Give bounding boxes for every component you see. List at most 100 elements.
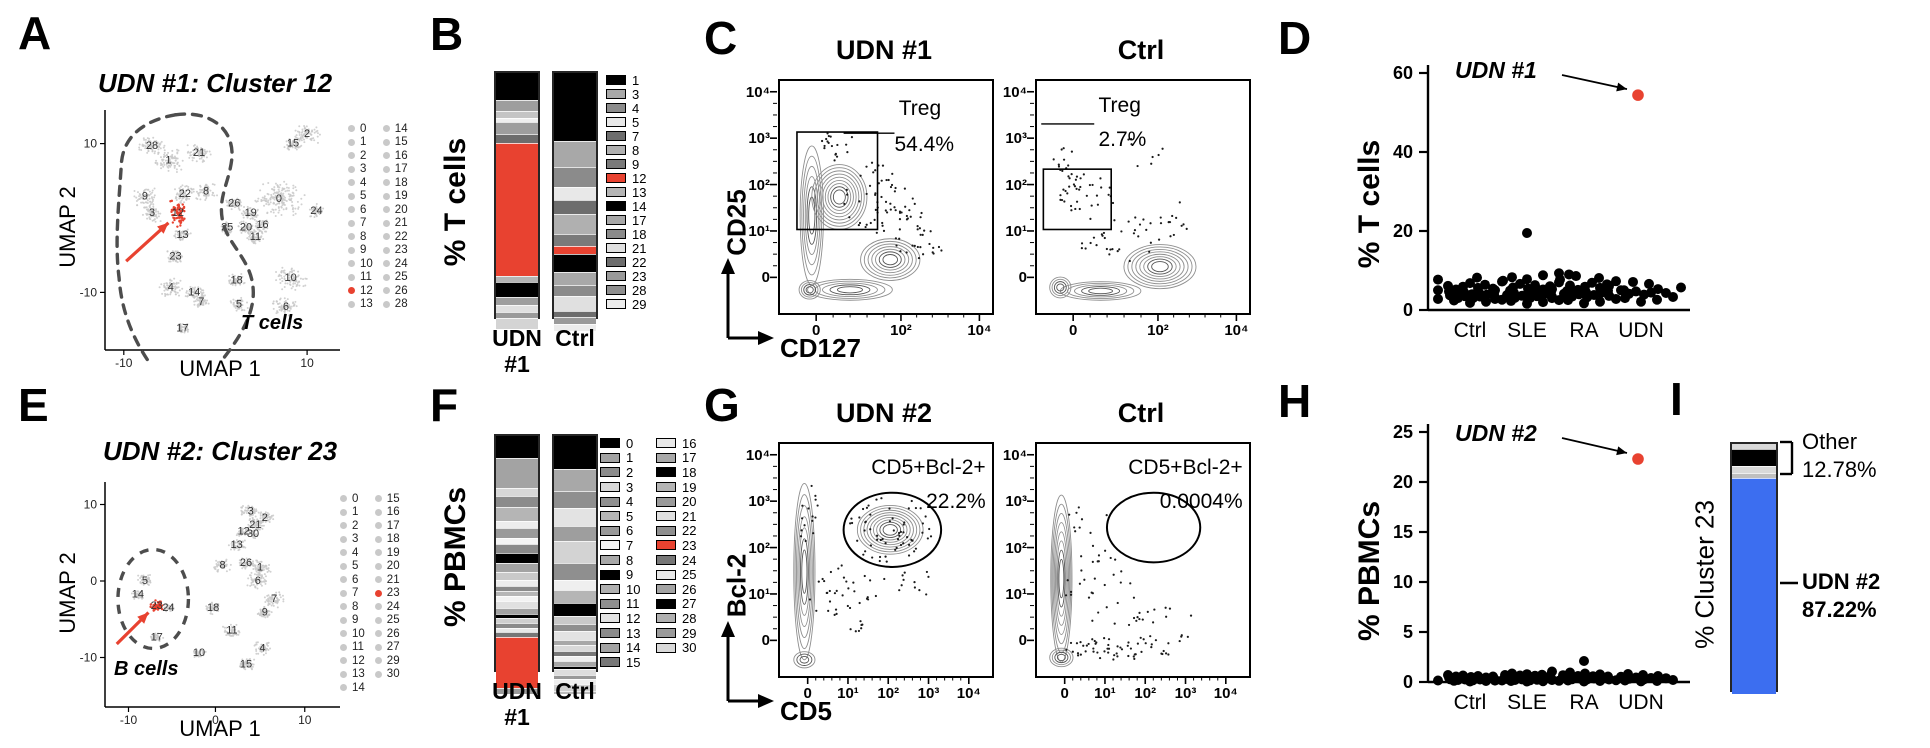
cluster-dot [252, 511, 255, 514]
contour-ring [799, 655, 810, 664]
contour-ring [832, 189, 846, 205]
cluster-dot [252, 529, 255, 532]
data-dot [1587, 277, 1597, 288]
cluster-dot [278, 186, 281, 189]
cluster-dot [312, 137, 315, 140]
cluster-dot [196, 650, 199, 653]
cluster-dot [187, 150, 190, 153]
cluster-dot [262, 568, 265, 571]
scatter-dot [1070, 173, 1073, 176]
legend-swatch [606, 131, 626, 141]
bar-segment-cluster-22 [554, 311, 596, 318]
scatter-dot [1138, 223, 1142, 226]
legend-number: 5 [626, 508, 634, 524]
legend-item-cluster-29: 29 [374, 654, 400, 668]
cluster-dot [211, 607, 214, 610]
legend-number: 17 [632, 212, 647, 228]
cluster-number-label: 9 [262, 607, 268, 619]
cluster-dot [297, 146, 300, 149]
cluster-dot [258, 224, 261, 227]
cluster-dot [259, 189, 262, 192]
cluster-dot [275, 600, 278, 603]
cluster-dot [315, 202, 318, 205]
legend-item-cluster-30: 30 [656, 640, 696, 655]
data-dot [1616, 285, 1626, 296]
legend-item-cluster-17: 17 [382, 163, 408, 177]
scatter-dot [865, 506, 869, 509]
cluster-dot [295, 189, 298, 192]
cluster-dot [251, 663, 254, 666]
x-tick-label: 0 [212, 713, 219, 727]
cluster-dot [136, 191, 139, 194]
cluster-dot [248, 511, 251, 514]
cluster-dot [255, 579, 258, 582]
contour-ring [876, 519, 905, 541]
cluster-dot [275, 271, 278, 274]
cluster-dot [240, 204, 243, 207]
legend-swatch [600, 598, 620, 609]
cluster-dot [211, 613, 214, 616]
scatter-dot [799, 535, 803, 538]
scatter-dot [1103, 637, 1106, 640]
cluster-dot [261, 516, 264, 519]
legend-dot [348, 179, 355, 187]
cluster-dot [244, 546, 247, 549]
scatter-dot [903, 187, 906, 190]
cluster-dot [282, 598, 285, 601]
scatter-dot [1071, 650, 1074, 653]
scatter-dot [840, 564, 843, 567]
cluster-dot [247, 562, 250, 565]
cluster-dot [177, 149, 180, 152]
data-dot [1644, 278, 1654, 289]
gate-rectangle [1042, 168, 1112, 231]
contour-ring [1081, 286, 1121, 296]
cluster-dot [292, 282, 295, 285]
cluster-dot [294, 135, 297, 138]
cluster-dot [195, 197, 198, 200]
scatter-dot [1102, 231, 1106, 235]
legend-number: 28 [682, 610, 697, 626]
cluster-dot [295, 279, 298, 282]
cluster-dot [229, 623, 232, 626]
flow-y-tick-label: 10⁴ [1002, 446, 1027, 464]
scatter-dot [1091, 544, 1095, 547]
cluster-dot [276, 606, 279, 609]
data-dot [1547, 284, 1557, 295]
cluster-dot [181, 184, 184, 187]
scatter-dot [1133, 229, 1137, 232]
legend-number: 3 [352, 533, 359, 546]
contour-ring [882, 524, 898, 536]
cluster-dot [281, 266, 284, 269]
scatter-dot [841, 594, 844, 597]
legend-item-cluster-0: 0 [348, 122, 373, 136]
cluster-dot [242, 565, 245, 568]
contour-ring [1058, 558, 1065, 599]
legend-item-cluster-29: 29 [606, 297, 646, 312]
bar-segment-cluster-other-3 [1732, 465, 1776, 473]
scatter-dot [1065, 648, 1068, 651]
contour-ring [822, 176, 857, 218]
cluster-dot [315, 130, 318, 133]
cluster-number-label: 24 [162, 602, 174, 614]
cluster-dot [253, 573, 256, 576]
data-dot [1595, 296, 1605, 307]
cluster-dot [259, 514, 262, 517]
bar-segment-cluster-22 [496, 632, 538, 637]
scatter-dot [850, 136, 854, 139]
scatter-dot [1144, 642, 1147, 645]
cluster-dot [270, 210, 273, 213]
scatter-dot [1078, 207, 1081, 211]
bar-segment-cluster-9 [554, 603, 596, 616]
cluster-dot [159, 220, 162, 223]
legend-item-cluster-13: 13 [606, 185, 646, 200]
scatter-dot [1108, 253, 1111, 256]
cluster-dot [257, 239, 260, 242]
cluster-dot [251, 513, 254, 516]
cluster-dot [259, 526, 262, 529]
bar-segment-cluster-10 [496, 563, 538, 573]
scatter-dot [859, 620, 862, 623]
scatter-dot [1135, 619, 1138, 622]
cluster-dot [264, 600, 267, 603]
cluster-dot [288, 272, 291, 275]
cluster-dot [293, 304, 296, 307]
